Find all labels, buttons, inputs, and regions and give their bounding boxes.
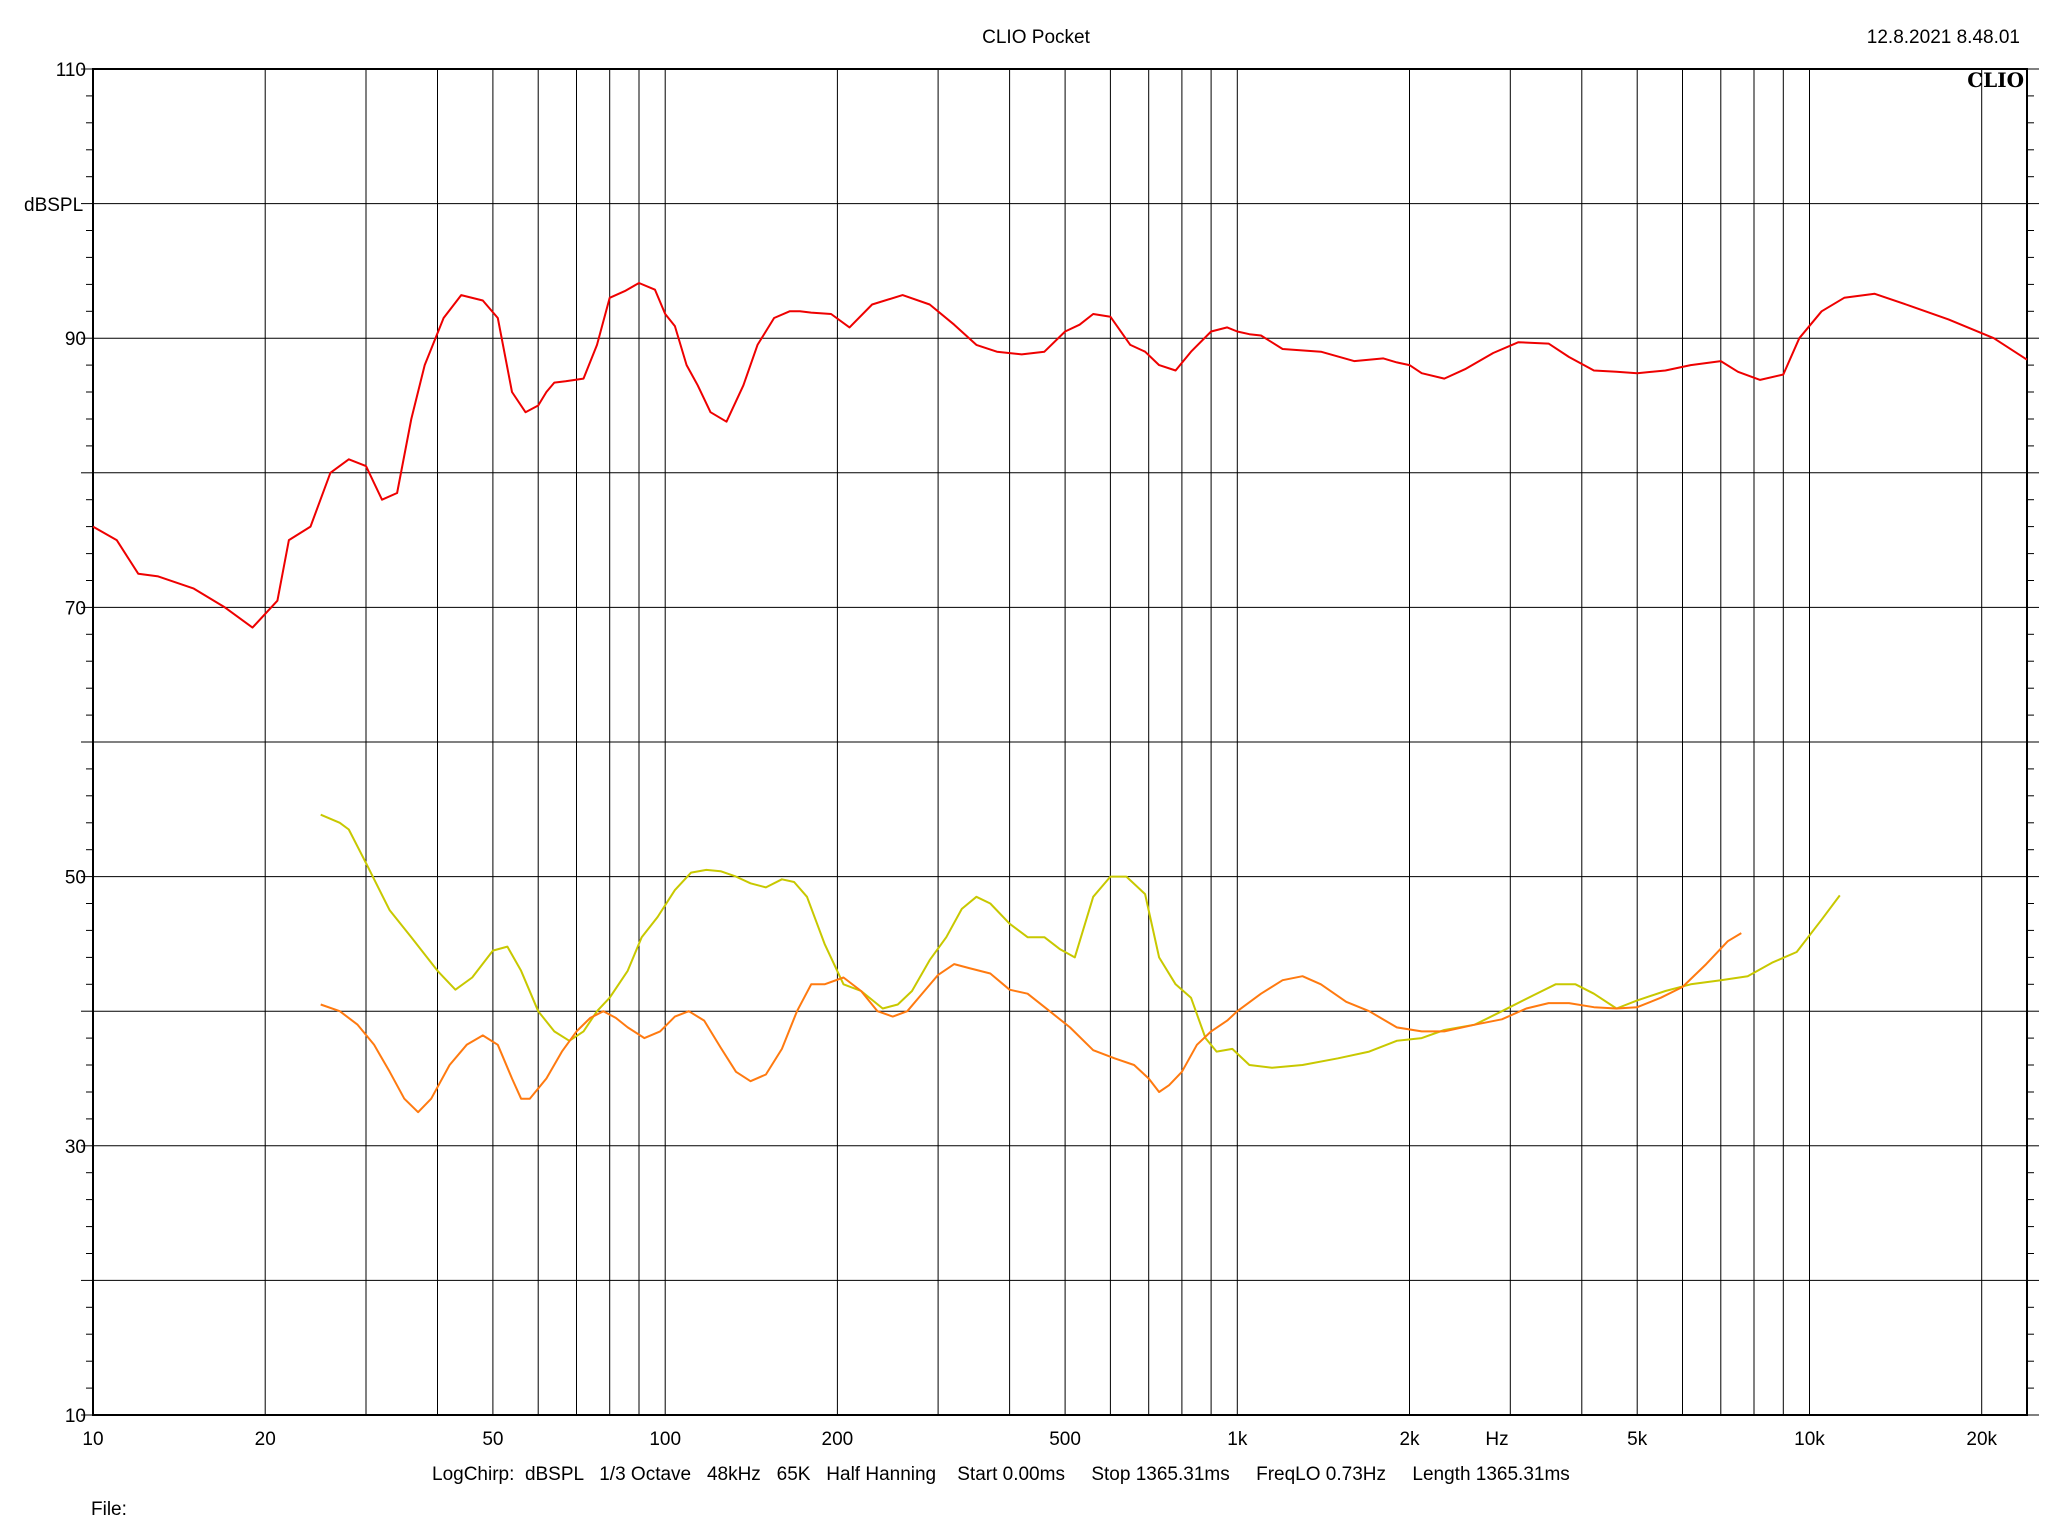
- file-label: File:: [91, 1499, 127, 1520]
- x-tick-label: 200: [822, 1429, 854, 1450]
- y-tick-label: 30: [65, 1137, 86, 1158]
- x-tick-label: 10: [82, 1429, 103, 1450]
- y-tick-label: 10: [65, 1406, 86, 1427]
- y-axis-tick-labels: 10 30 50 70 90 110: [56, 60, 86, 1427]
- y-tick-label: 50: [65, 868, 86, 889]
- x-tick-label: 1k: [1227, 1429, 1248, 1450]
- x-axis-label: Hz: [1485, 1429, 1508, 1450]
- x-tick-label: 2k: [1399, 1429, 1420, 1450]
- y-tick-label: 70: [65, 598, 86, 619]
- x-tick-label: 50: [482, 1429, 503, 1450]
- x-tick-label: 5k: [1627, 1429, 1648, 1450]
- x-tick-label: 100: [649, 1429, 681, 1450]
- x-tick-label: 20k: [1966, 1429, 1997, 1450]
- chart-title: CLIO Pocket: [982, 27, 1090, 48]
- measurement-settings: LogChirp: dBSPL 1/3 Octave 48kHz 65K Hal…: [432, 1464, 1570, 1485]
- x-tick-label: 500: [1049, 1429, 1081, 1450]
- y-tick-label: 90: [65, 329, 86, 350]
- x-tick-label: 20: [255, 1429, 276, 1450]
- brand-logo: CLIO: [1967, 68, 2024, 92]
- grid: [92, 68, 2027, 1416]
- y-axis-label: dBSPL: [24, 195, 83, 216]
- y-tick-label: 110: [56, 60, 86, 81]
- series-line-3: [320, 932, 1742, 1114]
- axis-minor-ticks: [81, 68, 2039, 1416]
- series-line-2: [320, 813, 1841, 1069]
- series-group: [92, 282, 2028, 1114]
- timestamp: 12.8.2021 8.48.01: [1867, 27, 2020, 48]
- x-axis-tick-labels: 10 20 50 100 200 500 1k 2k 5k 10k 20k: [82, 1429, 1997, 1450]
- x-tick-label: 10k: [1794, 1429, 1825, 1450]
- series-line-1: [92, 282, 2028, 629]
